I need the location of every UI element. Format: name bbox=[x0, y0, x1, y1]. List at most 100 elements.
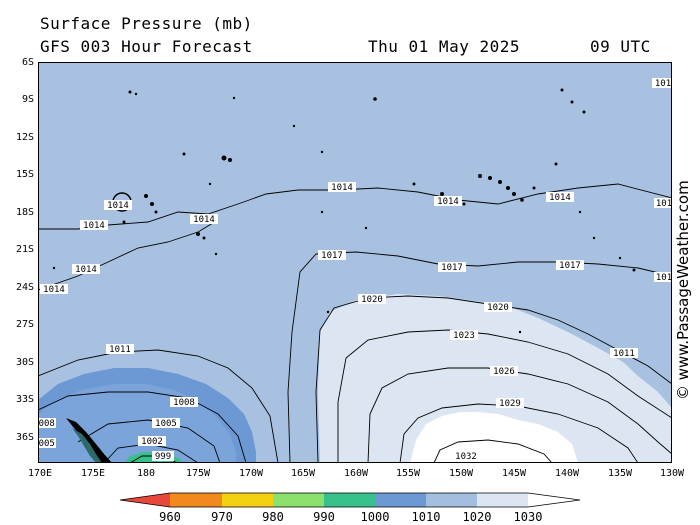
island bbox=[592, 236, 596, 240]
island bbox=[488, 176, 492, 180]
lon-label: 150W bbox=[448, 468, 474, 479]
scale-label: 1020 bbox=[462, 510, 492, 524]
lat-label: 18S bbox=[15, 207, 34, 218]
island bbox=[228, 158, 232, 162]
island bbox=[202, 236, 206, 240]
island bbox=[554, 162, 558, 166]
isobar-1020 bbox=[315, 295, 672, 463]
isobar-label: 1017 bbox=[321, 251, 343, 261]
site-credit: © www.PassageWeather.com bbox=[674, 180, 692, 400]
island bbox=[412, 182, 416, 186]
lat-label: 24S bbox=[15, 282, 34, 293]
lon-label: 175W bbox=[185, 468, 211, 479]
isobar-label: 1014 bbox=[437, 197, 459, 207]
isobar-label: 1014 bbox=[107, 201, 129, 211]
lat-label: 9S bbox=[21, 94, 34, 105]
lat-label: 21S bbox=[15, 244, 34, 255]
lon-label: 170W bbox=[238, 468, 264, 479]
lat-label: 27S bbox=[15, 319, 34, 330]
island bbox=[373, 97, 377, 101]
lon-label: 135W bbox=[607, 468, 633, 479]
scale-segment-1000 bbox=[324, 493, 375, 507]
isobar-label: 1014 bbox=[549, 193, 571, 203]
island bbox=[632, 268, 636, 272]
island bbox=[618, 256, 622, 260]
island bbox=[144, 194, 148, 198]
isobar-label: 101 bbox=[656, 199, 672, 209]
lat-label: 6S bbox=[21, 57, 34, 68]
scale-segment-above bbox=[528, 493, 580, 507]
island bbox=[122, 220, 126, 224]
island bbox=[506, 186, 510, 190]
isobar-label: 101 bbox=[655, 79, 671, 89]
scale-label: 960 bbox=[159, 510, 181, 524]
isobar-label: 1011 bbox=[613, 349, 635, 359]
forecast-subtitle: GFS 003 Hour Forecast bbox=[40, 37, 253, 56]
island bbox=[320, 210, 324, 214]
island bbox=[320, 150, 324, 154]
lon-label: 175E bbox=[80, 468, 106, 479]
forecast-date: Thu 01 May 2025 bbox=[368, 37, 520, 56]
pressure-map: 1014 1014 1014 1014 1014 1014 1014 1014 … bbox=[38, 62, 672, 463]
high-pressure-band-1020 bbox=[318, 294, 672, 463]
lon-label: 140W bbox=[554, 468, 580, 479]
isobar-label: 1023 bbox=[453, 331, 475, 341]
new-zealand-coast bbox=[66, 418, 112, 463]
isobar-label: 1014 bbox=[331, 183, 353, 193]
island bbox=[154, 210, 158, 214]
isobar-label: 1032 bbox=[455, 452, 477, 462]
scale-segment-1010 bbox=[375, 493, 426, 507]
island bbox=[232, 96, 236, 100]
island bbox=[512, 192, 516, 196]
island bbox=[518, 330, 522, 334]
isobar-1032 bbox=[433, 439, 553, 463]
island bbox=[214, 252, 218, 256]
isobar-1014-north bbox=[38, 183, 672, 230]
isobar-label: 1014 bbox=[75, 265, 97, 275]
island bbox=[578, 210, 582, 214]
island bbox=[462, 202, 466, 206]
scale-segment-970 bbox=[170, 493, 222, 507]
isobar-label: 1002 bbox=[141, 437, 163, 447]
island bbox=[128, 90, 132, 94]
island bbox=[364, 226, 368, 230]
scale-segment-980 bbox=[222, 493, 273, 507]
isobar-1011 bbox=[38, 349, 279, 463]
isobar-label: 1014 bbox=[83, 221, 105, 231]
isobar-label: 1008 bbox=[173, 398, 195, 408]
isobar-label: 1005 bbox=[155, 419, 177, 429]
scale-label: 1030 bbox=[513, 510, 543, 524]
island bbox=[498, 180, 502, 184]
isobar-label: 1014 bbox=[43, 285, 65, 295]
forecast-time: 09 UTC bbox=[590, 37, 651, 56]
scale-segment-960 bbox=[120, 493, 170, 507]
scale-segment-990 bbox=[273, 493, 324, 507]
isobar-label: 1020 bbox=[361, 295, 383, 305]
lat-label: 12S bbox=[15, 132, 34, 143]
isobar-label: 1008 bbox=[38, 419, 55, 429]
lat-label: 36S bbox=[15, 432, 34, 443]
pressure-color-scale bbox=[119, 492, 581, 508]
isobar-label: 1026 bbox=[493, 367, 515, 377]
isobar-label: 999 bbox=[155, 452, 171, 462]
lon-label: 160W bbox=[343, 468, 369, 479]
isobar-label: 1029 bbox=[499, 399, 521, 409]
island bbox=[582, 110, 586, 114]
lat-label: 30S bbox=[15, 357, 34, 368]
lon-label: 180 bbox=[136, 468, 156, 479]
lon-label: 165W bbox=[290, 468, 316, 479]
new-zealand-coast-fill bbox=[72, 428, 102, 463]
scale-segment-1020 bbox=[426, 493, 477, 507]
island bbox=[440, 192, 444, 196]
scale-label: 1000 bbox=[360, 510, 390, 524]
isobar-label: 1014 bbox=[193, 215, 215, 225]
island bbox=[570, 100, 574, 104]
isobar-1008 bbox=[38, 391, 247, 463]
island bbox=[182, 152, 186, 156]
scale-label: 980 bbox=[262, 510, 284, 524]
island bbox=[196, 232, 200, 236]
isobar-label: 1020 bbox=[487, 303, 509, 313]
isobar-1017 bbox=[287, 251, 672, 463]
lon-label: 155W bbox=[395, 468, 421, 479]
lat-label: 33S bbox=[15, 394, 34, 405]
